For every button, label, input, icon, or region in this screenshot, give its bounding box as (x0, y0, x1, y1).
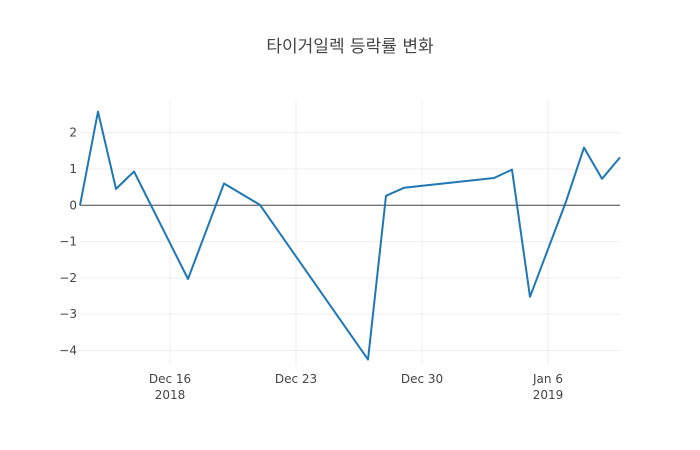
data-point[interactable] (491, 175, 497, 181)
y-tick-label: −1 (59, 235, 77, 249)
data-point[interactable] (257, 202, 263, 208)
x-tick-label: Dec 23 (275, 372, 317, 386)
grid-layer (80, 100, 620, 365)
series-layer (77, 109, 623, 363)
data-point[interactable] (77, 202, 83, 208)
y-tick-label: −3 (59, 307, 77, 321)
x-tick-label: Jan 6 (532, 372, 563, 386)
y-tick-label: 1 (69, 162, 77, 176)
y-tick-label: −4 (59, 343, 77, 357)
y-axis: 2 1 0 −1 −2 −3 −4 (59, 126, 77, 358)
data-point[interactable] (509, 167, 515, 173)
data-point[interactable] (617, 154, 623, 160)
x-tick-label: Dec 30 (401, 372, 443, 386)
y-tick-label: 2 (69, 126, 77, 140)
data-point[interactable] (95, 109, 101, 115)
data-point[interactable] (383, 193, 389, 199)
x-tick-year-label: 2018 (155, 388, 186, 402)
series-line (79, 110, 621, 361)
x-tick-label: Dec 16 (149, 372, 191, 386)
data-point[interactable] (581, 145, 587, 151)
data-point[interactable] (185, 276, 191, 282)
x-tick-year-label: 2019 (533, 388, 564, 402)
y-tick-label: 0 (69, 198, 77, 212)
data-point[interactable] (113, 186, 119, 192)
x-axis: Dec 16 2018 Dec 23 Dec 30 Jan 6 2019 (149, 372, 563, 402)
chart-title: 타이거일렉 등락률 변화 (266, 37, 434, 57)
data-point[interactable] (527, 294, 533, 300)
data-point[interactable] (599, 176, 605, 182)
data-point[interactable] (365, 357, 371, 363)
data-point[interactable] (563, 199, 569, 205)
data-point[interactable] (131, 169, 137, 175)
y-tick-label: −2 (59, 271, 77, 285)
data-point[interactable] (221, 180, 227, 186)
data-point[interactable] (401, 185, 407, 191)
